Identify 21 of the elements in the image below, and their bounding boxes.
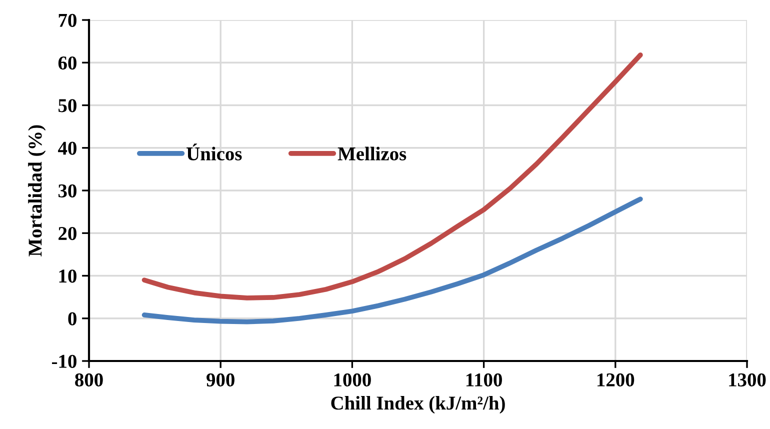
y-tick-label: 0 [68, 312, 76, 326]
x-tick-label: 1200 [598, 373, 634, 386]
y-tick-label: 50 [58, 99, 76, 112]
y-tick-label: 10 [59, 270, 76, 283]
y-tick-label: 30 [58, 184, 76, 198]
legend-label: Mellizos [338, 146, 406, 160]
x-tick-label: 1000 [334, 373, 371, 386]
y-tick-label: 40 [58, 142, 76, 155]
x-tick-label: 800 [75, 373, 103, 386]
y-tick-label: -10 [52, 354, 76, 368]
y-axis-title: Mortalidad (%) [28, 125, 46, 256]
y-tick-label: 60 [58, 56, 76, 70]
x-axis-title: Chill Index (kJ/m²/h) [331, 396, 505, 414]
line-series [142, 52, 643, 300]
x-tick-label: 1100 [466, 373, 502, 386]
y-tick-label: 70 [58, 14, 76, 27]
legend-label: Únicos [186, 144, 242, 160]
y-tick-label: 20 [58, 226, 76, 240]
x-tick-label: 1300 [729, 373, 766, 386]
line-series [142, 196, 643, 324]
x-tick-label: 900 [206, 373, 234, 386]
